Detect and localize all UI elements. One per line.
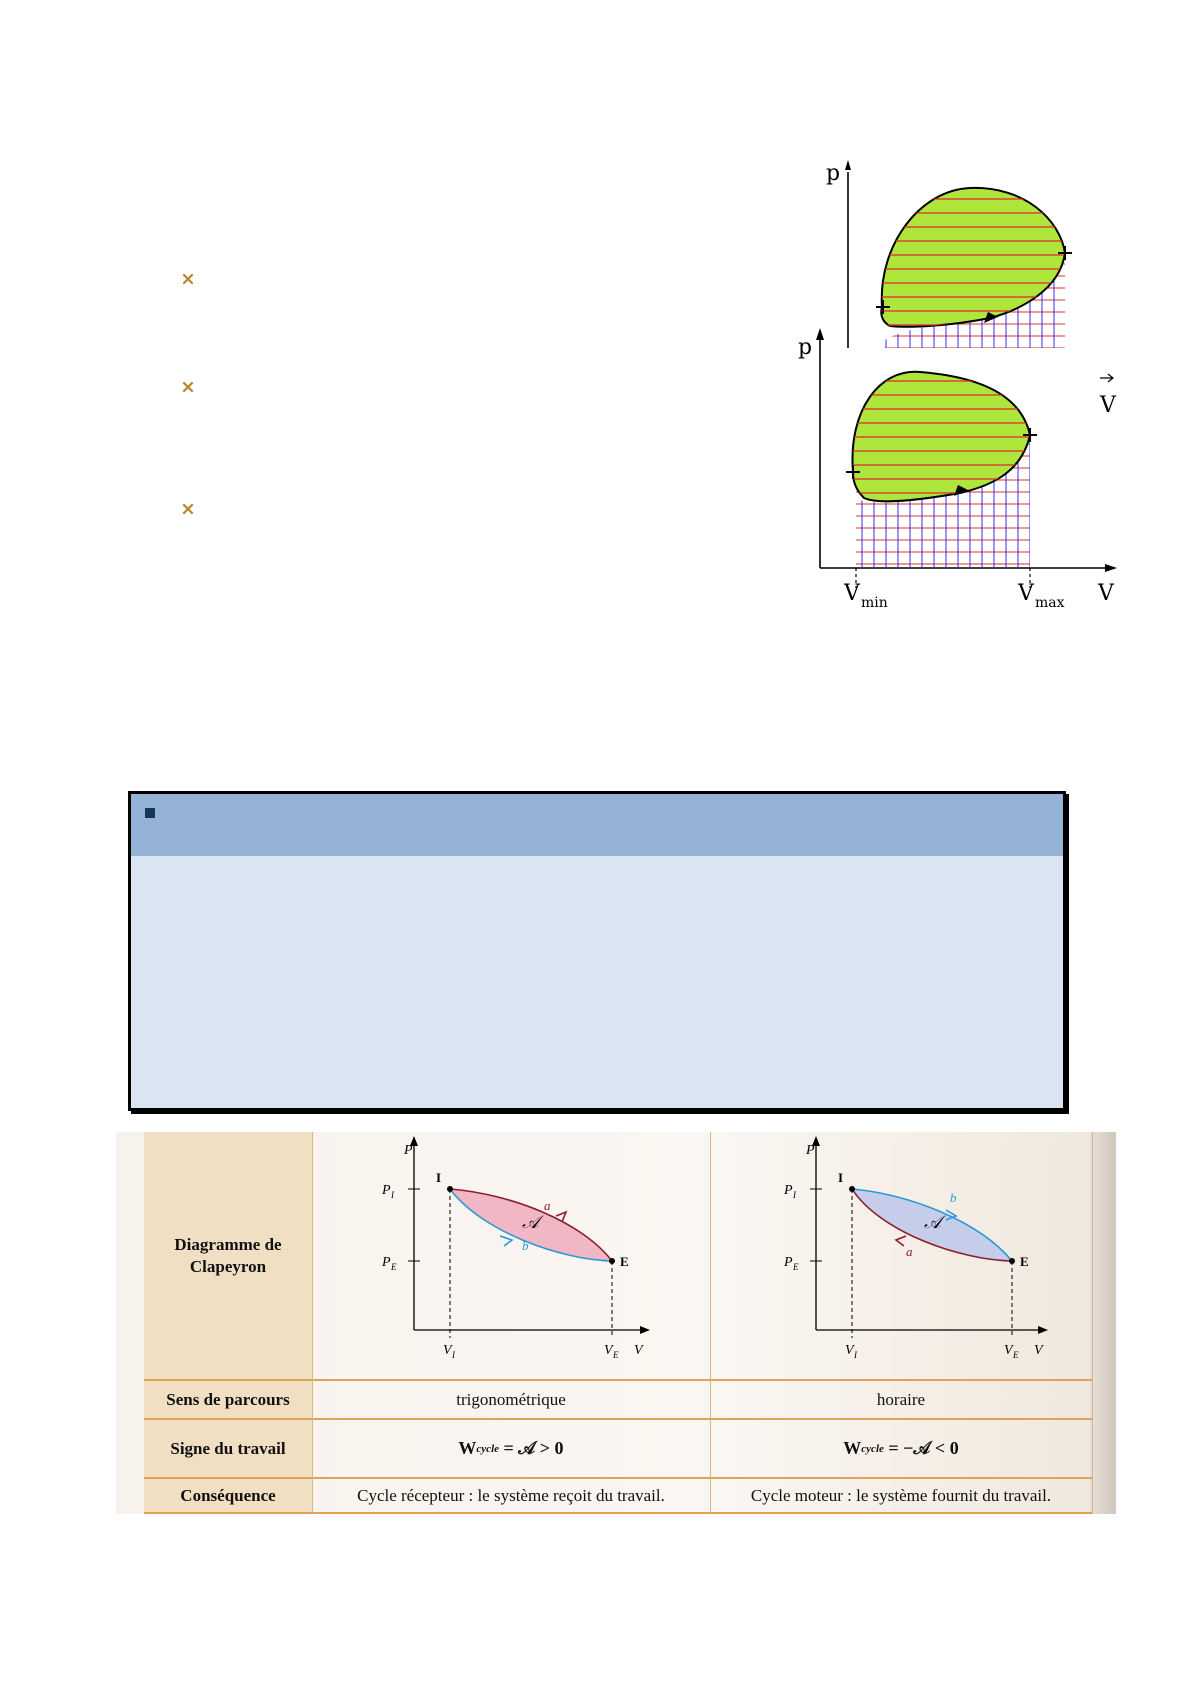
svg-text:𝒜: 𝒜 bbox=[924, 1212, 946, 1232]
axis-v-label-float: V bbox=[1099, 393, 1117, 418]
svg-text:I: I bbox=[436, 1170, 441, 1185]
svg-text:P: P bbox=[783, 1255, 793, 1270]
bullet-icon bbox=[182, 273, 194, 285]
svg-text:a: a bbox=[906, 1244, 913, 1259]
clapeyron-diagram-motor: P P I P E V I V E V b a 𝒜 I E bbox=[783, 1136, 1048, 1360]
bullet-icon bbox=[182, 503, 194, 515]
svg-text:V: V bbox=[634, 1343, 644, 1358]
axis-p-label-upper: p bbox=[826, 161, 840, 186]
vmin-label: V bbox=[843, 581, 861, 606]
svg-text:b: b bbox=[950, 1190, 957, 1205]
svg-text:I: I bbox=[792, 1190, 797, 1200]
definition-box bbox=[128, 791, 1066, 1111]
axis-p-label: p bbox=[798, 335, 812, 360]
consequence-receptor: Cycle récepteur : le système reçoit du t… bbox=[357, 1485, 665, 1505]
direction-receptor: trigonométrique bbox=[456, 1389, 566, 1409]
svg-text:E: E bbox=[1020, 1254, 1029, 1269]
clapeyron-diagram-receptor: P P I P E V I V E V a b 𝒜 I E bbox=[381, 1136, 650, 1360]
direction-motor: horaire bbox=[876, 1389, 926, 1409]
row-header-diagram: Diagramme de Clapeyron bbox=[174, 1234, 282, 1276]
svg-text:I: I bbox=[853, 1350, 858, 1360]
pv-cycle-upper: p bbox=[826, 160, 1072, 348]
svg-text:V: V bbox=[1004, 1343, 1014, 1358]
svg-text:E: E bbox=[390, 1262, 397, 1272]
pv-cycle-diagram: p p V V min V max V bbox=[798, 160, 1117, 611]
vmax-label: V bbox=[1017, 581, 1035, 606]
svg-text:I: I bbox=[451, 1350, 456, 1360]
vmax-subscript: max bbox=[1035, 595, 1065, 611]
svg-text:V: V bbox=[845, 1343, 855, 1358]
svg-text:V: V bbox=[604, 1343, 614, 1358]
svg-text:P: P bbox=[403, 1143, 413, 1158]
pv-cycle-lower: p V V min V max V bbox=[798, 328, 1117, 611]
svg-text:V: V bbox=[1034, 1343, 1044, 1358]
svg-text:P: P bbox=[381, 1255, 391, 1270]
row-header-consequence: Conséquence bbox=[180, 1485, 276, 1505]
svg-text:𝒜: 𝒜 bbox=[522, 1212, 544, 1232]
svg-text:E: E bbox=[1012, 1350, 1019, 1360]
svg-text:I: I bbox=[390, 1190, 395, 1200]
svg-text:P: P bbox=[805, 1143, 815, 1158]
row-header-direction: Sens de parcours bbox=[166, 1389, 290, 1409]
table-header-column bbox=[144, 1132, 312, 1514]
clapeyron-table: Diagramme de Clapeyron Sens de parcours … bbox=[116, 1132, 1116, 1514]
consequence-motor: Cycle moteur : le système fournit du tra… bbox=[750, 1485, 1052, 1505]
svg-text:E: E bbox=[612, 1350, 619, 1360]
axis-v-label: V bbox=[1097, 581, 1115, 606]
svg-text:P: P bbox=[381, 1183, 391, 1198]
row-header-work-sign: Signe du travail bbox=[170, 1438, 286, 1458]
bullet-icon bbox=[182, 381, 194, 393]
page-edge bbox=[1090, 1132, 1116, 1514]
svg-text:I: I bbox=[838, 1170, 843, 1185]
svg-text:b: b bbox=[522, 1238, 529, 1253]
svg-text:E: E bbox=[792, 1262, 799, 1272]
svg-text:E: E bbox=[620, 1254, 629, 1269]
svg-text:a: a bbox=[544, 1198, 551, 1213]
square-bullet-icon bbox=[145, 808, 155, 818]
vmin-subscript: min bbox=[861, 595, 888, 611]
svg-text:V: V bbox=[443, 1343, 453, 1358]
svg-text:P: P bbox=[783, 1183, 793, 1198]
definition-box-header bbox=[131, 794, 1063, 856]
